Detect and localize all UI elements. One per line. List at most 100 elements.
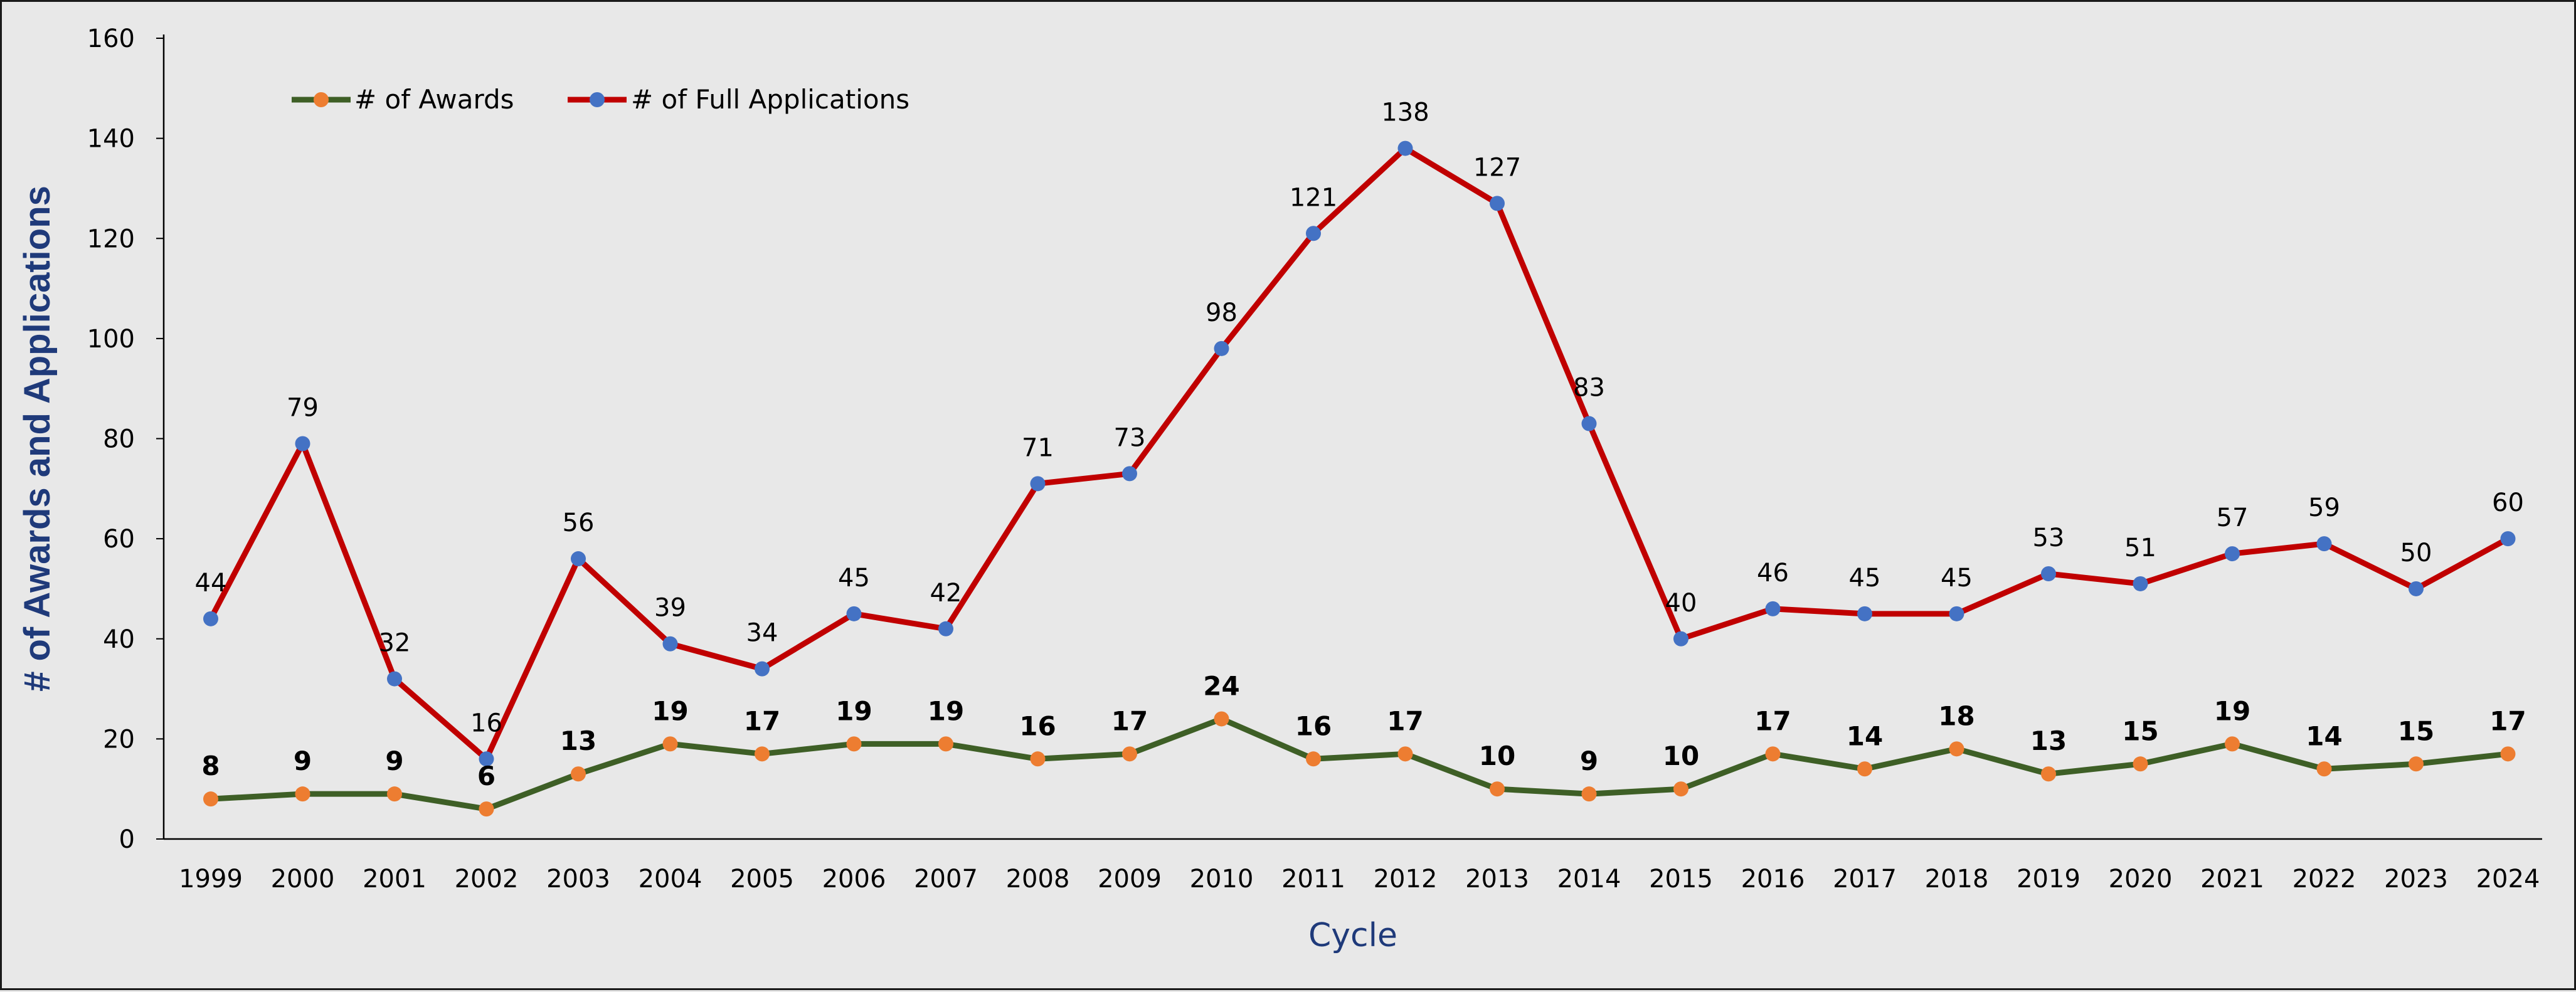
data-point <box>1306 226 1321 241</box>
data-point <box>1581 416 1597 431</box>
data-point <box>1214 711 1229 727</box>
data-label: 17 <box>1111 705 1148 736</box>
data-point <box>1397 140 1413 156</box>
data-label: 45 <box>1849 564 1881 593</box>
data-point <box>2500 746 2516 762</box>
legend-swatch-marker <box>314 92 329 107</box>
series-line <box>208 715 2511 812</box>
data-label: 98 <box>1206 298 1238 327</box>
data-point <box>571 551 586 567</box>
data-label: 83 <box>1573 374 1605 403</box>
data-label: 14 <box>1847 720 1883 751</box>
data-point <box>1490 196 1505 211</box>
series-layer <box>203 140 2516 817</box>
data-label: 45 <box>1941 564 1973 593</box>
x-tick-label: 2019 <box>2017 865 2080 894</box>
x-tick-label: 2001 <box>363 865 427 894</box>
data-labels: 8 9 9 6 13 19 17 19 19 16 17 24 16 17 10 9 10 17 14 18 13 15 1… <box>195 98 2526 792</box>
y-tick-label: 100 <box>87 325 135 354</box>
y-tick-label: 120 <box>87 224 135 253</box>
data-label: 121 <box>1290 183 1337 212</box>
x-tick-label: 2004 <box>639 865 702 894</box>
x-tick-label: 2013 <box>1465 865 1529 894</box>
data-point <box>1765 746 1781 762</box>
data-label: 45 <box>838 564 870 593</box>
data-point <box>1397 746 1413 762</box>
data-point <box>2500 531 2516 547</box>
data-label: 39 <box>654 594 686 623</box>
data-label: 79 <box>287 393 319 422</box>
x-tick-label: 2009 <box>1098 865 1162 894</box>
data-label: 15 <box>2398 715 2434 746</box>
data-point <box>1857 761 1872 777</box>
data-point <box>1214 340 1229 356</box>
data-point <box>1949 606 1964 621</box>
y-tick-label: 140 <box>87 125 135 154</box>
data-point <box>203 791 218 807</box>
x-tick-label: 2003 <box>546 865 610 894</box>
data-point <box>387 786 402 802</box>
data-point <box>295 436 310 451</box>
data-point <box>1673 631 1688 646</box>
data-label: 6 <box>477 761 496 791</box>
y-tick-label: 60 <box>103 525 135 554</box>
data-label: 60 <box>2492 488 2524 517</box>
data-label: 18 <box>1938 700 1974 731</box>
data-point <box>479 801 494 817</box>
data-point <box>1490 781 1505 797</box>
data-point <box>1306 751 1321 767</box>
x-tick-label: 2011 <box>1281 865 1345 894</box>
data-label: 19 <box>2214 695 2250 726</box>
data-label: 57 <box>2217 504 2249 532</box>
data-label: 10 <box>1479 741 1515 771</box>
data-label: 17 <box>2489 705 2526 736</box>
data-label: 50 <box>2400 539 2432 567</box>
y-tick-label: 80 <box>103 425 135 454</box>
legend-label: # of Full Applications <box>631 84 909 115</box>
y-tick-label: 20 <box>103 725 135 754</box>
data-label: 138 <box>1381 98 1429 127</box>
y-axis: 0 20 40 60 80 100 120 140 160 <box>87 24 165 854</box>
x-axis-title: Cycle <box>1308 917 1397 954</box>
data-point <box>2316 536 2332 552</box>
data-label: 19 <box>835 695 872 726</box>
x-tick-label: 2012 <box>1374 865 1438 894</box>
data-point <box>2133 576 2148 591</box>
data-point <box>846 606 862 621</box>
data-label: 8 <box>201 751 220 781</box>
data-label: 9 <box>294 746 312 776</box>
x-tick-label: 2005 <box>730 865 794 894</box>
series-full-applications <box>203 140 2516 767</box>
x-tick-label: 2006 <box>822 865 886 894</box>
legend: # of Awards # of Full Applications <box>292 84 909 115</box>
data-point <box>1673 781 1688 797</box>
data-label: 59 <box>2308 493 2340 522</box>
y-axis-title: # of Awards and Applications <box>17 186 58 692</box>
x-tick-label: 2018 <box>1925 865 1989 894</box>
data-point <box>662 736 678 752</box>
data-point <box>479 751 494 767</box>
data-label: 10 <box>1663 741 1699 771</box>
data-label: 32 <box>379 629 411 658</box>
x-axis: 1999 2000 2001 2002 2003 2004 2005 2006 2007 2008… <box>164 838 2542 894</box>
series-line <box>208 145 2511 762</box>
x-tick-label: 2016 <box>1741 865 1805 894</box>
data-point <box>1122 466 1137 482</box>
x-tick-label: 2010 <box>1190 865 1254 894</box>
x-tick-label: 2023 <box>2384 865 2448 894</box>
data-label: 46 <box>1757 559 1789 588</box>
y-tick-label: 160 <box>87 24 135 53</box>
x-tick-label: 1999 <box>179 865 243 894</box>
data-label: 16 <box>470 709 502 737</box>
x-tick-label: 2022 <box>2292 865 2356 894</box>
x-tick-label: 2017 <box>1833 865 1897 894</box>
data-label: 127 <box>1473 153 1521 182</box>
data-point <box>2041 766 2056 782</box>
data-label: 73 <box>1114 423 1146 452</box>
data-label: 17 <box>744 705 780 736</box>
data-label: 56 <box>563 509 595 537</box>
x-tick-label: 2007 <box>914 865 978 894</box>
data-point <box>1030 751 1046 767</box>
